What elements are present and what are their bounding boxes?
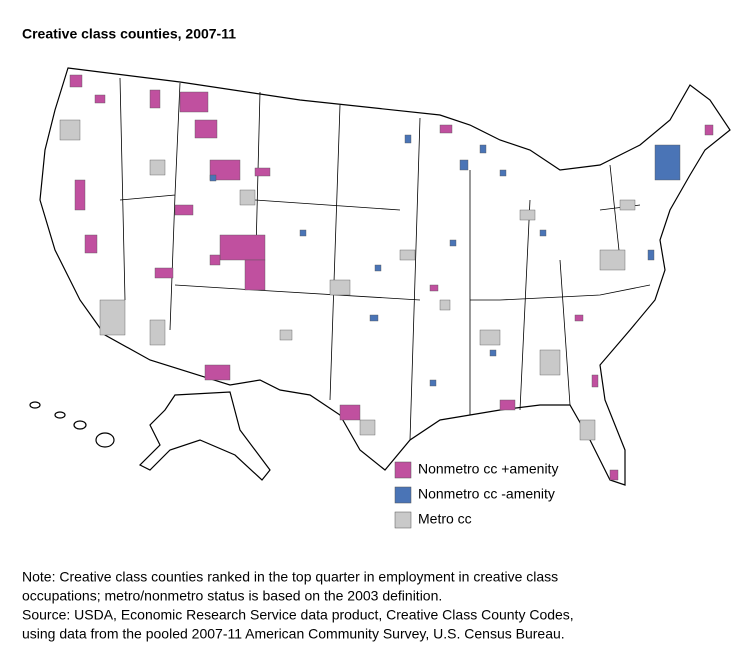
- map-title: Creative class counties, 2007-11: [22, 26, 236, 42]
- legend-label: Nonmetro cc -amenity: [418, 486, 555, 502]
- county-highlight: [279, 329, 293, 341]
- county-highlight: [479, 144, 487, 154]
- county-highlight: [429, 284, 439, 292]
- county-highlight: [209, 174, 217, 182]
- county-highlight: [194, 119, 218, 139]
- county-highlight: [59, 119, 81, 141]
- county-highlight: [84, 234, 98, 254]
- county-highlight: [704, 124, 714, 136]
- county-highlight: [204, 364, 231, 381]
- hawaii: [29, 401, 115, 448]
- county-highlight: [574, 314, 584, 322]
- county-highlight: [329, 279, 351, 296]
- county-highlight: [254, 167, 271, 177]
- legend-label: Metro cc: [418, 511, 472, 527]
- county-highlight: [439, 124, 453, 134]
- legend-swatch: [394, 511, 412, 529]
- county-highlight: [179, 91, 209, 113]
- note-line: occupations; metro/nonmetro status is ba…: [22, 588, 442, 604]
- county-highlight: [244, 259, 266, 291]
- county-highlight: [429, 379, 437, 387]
- county-highlight: [219, 234, 266, 261]
- county-highlight: [74, 179, 86, 211]
- county-highlight: [489, 349, 497, 357]
- county-highlight: [539, 349, 561, 376]
- county-highlight: [449, 239, 457, 247]
- county-highlight: [404, 134, 412, 144]
- county-highlight: [519, 209, 536, 221]
- county-highlight: [369, 314, 379, 322]
- county-highlight: [619, 199, 636, 211]
- county-highlight: [299, 229, 307, 237]
- county-highlight: [439, 299, 451, 311]
- county-highlight: [499, 399, 516, 411]
- county-highlight: [359, 419, 376, 436]
- county-highlight: [609, 469, 619, 481]
- county-highlight: [174, 204, 194, 216]
- county-highlight: [591, 374, 599, 388]
- legend-swatch: [394, 461, 412, 479]
- county-highlight: [399, 249, 416, 261]
- notes: Note: Creative class counties ranked in …: [22, 569, 574, 642]
- legend-swatch: [394, 486, 412, 504]
- county-highlight: [99, 299, 126, 336]
- county-highlight: [69, 74, 83, 88]
- county-highlight: [94, 94, 106, 104]
- note-line: Source: USDA, Economic Research Service …: [22, 607, 574, 623]
- county-highlight: [149, 319, 166, 346]
- county-highlight: [339, 404, 361, 421]
- county-highlight: [479, 329, 501, 346]
- contiguous-us: [39, 67, 731, 486]
- note-line: Note: Creative class counties ranked in …: [22, 569, 558, 585]
- county-highlight: [239, 189, 256, 206]
- county-highlight: [579, 419, 596, 441]
- legend: Nonmetro cc +amenity Nonmetro cc -amenity…: [394, 461, 558, 529]
- county-highlight: [209, 159, 241, 181]
- county-highlight: [149, 159, 166, 176]
- county-highlight: [154, 267, 174, 279]
- county-highlight: [374, 264, 382, 272]
- county-highlight: [459, 159, 469, 171]
- note-line: using data from the pooled 2007-11 Ameri…: [22, 626, 565, 642]
- county-highlight: [149, 89, 161, 109]
- county-highlight: [647, 249, 655, 261]
- county-highlight: [539, 229, 547, 237]
- alaska: [138, 391, 271, 481]
- county-highlight: [209, 254, 221, 266]
- legend-label: Nonmetro cc +amenity: [418, 461, 558, 477]
- us-map: [29, 67, 731, 486]
- county-highlight: [654, 144, 681, 181]
- county-highlights: [59, 74, 714, 481]
- county-highlight: [499, 169, 507, 177]
- county-highlight: [599, 249, 626, 271]
